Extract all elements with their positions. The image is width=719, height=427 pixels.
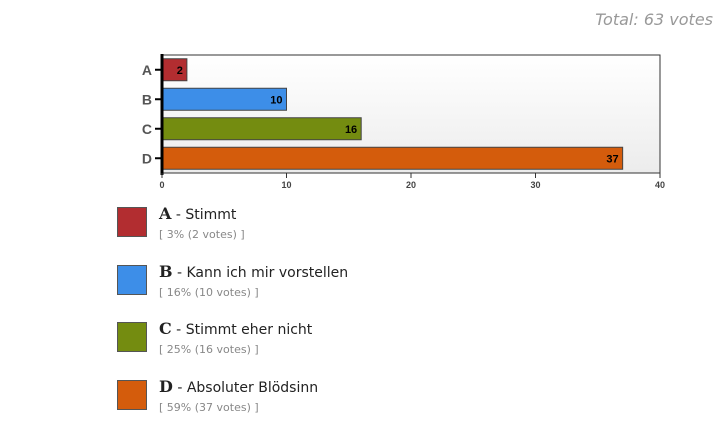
x-tick-label: 10 — [281, 180, 291, 190]
legend-stats: [ 59% (37 votes) ] — [159, 400, 259, 414]
bar-value-d: 37 — [606, 153, 618, 165]
legend-letter: A — [159, 204, 172, 223]
bar-a — [161, 58, 188, 82]
legend-title: C - Stimmt eher nicht — [159, 319, 313, 338]
legend-letter: C — [159, 319, 172, 338]
legend-label: Stimmt — [185, 207, 237, 223]
bar-d — [161, 146, 624, 170]
x-tick-label: 20 — [406, 180, 416, 190]
bar-chart: 2 A 10 B 16 C 37 D 0 10 20 30 40 — [142, 54, 665, 190]
bar-c — [161, 117, 362, 141]
bar-b — [161, 87, 287, 111]
category-label-b: B — [142, 91, 152, 107]
bar-value-c: 16 — [345, 124, 357, 136]
category-label-d: D — [142, 150, 152, 166]
category-label-a: A — [142, 62, 152, 78]
legend-title: D - Absoluter Blödsinn — [159, 376, 319, 396]
legend-label: Absoluter Blödsinn — [186, 379, 319, 396]
legend-letter: D — [159, 376, 173, 396]
legend-swatch — [117, 264, 147, 295]
x-tick-label: 0 — [159, 180, 164, 190]
legend-letter: B — [159, 261, 173, 281]
legend-stats: [ 3% (2 votes) ] — [159, 228, 245, 241]
legend-swatch — [117, 207, 147, 237]
legend-title: B - Kann ich mir vorstellen — [159, 261, 349, 281]
total-votes: Total: 63 votes — [595, 10, 713, 29]
x-tick-label: 40 — [655, 180, 665, 190]
legend-swatch — [117, 322, 147, 352]
category-label-c: C — [142, 121, 152, 137]
legend-title: A - Stimmt — [159, 204, 237, 223]
bar-value-b: 10 — [270, 94, 282, 106]
legend-swatch — [117, 379, 147, 410]
legend-label: Kann ich mir vorstellen — [186, 264, 349, 281]
legend-label: Stimmt eher nicht — [185, 322, 313, 338]
x-tick-label: 30 — [530, 180, 540, 190]
legend-stats: [ 16% (10 votes) ] — [159, 285, 259, 299]
legend-stats: [ 25% (16 votes) ] — [159, 343, 259, 356]
bar-value-a: 2 — [177, 65, 183, 77]
